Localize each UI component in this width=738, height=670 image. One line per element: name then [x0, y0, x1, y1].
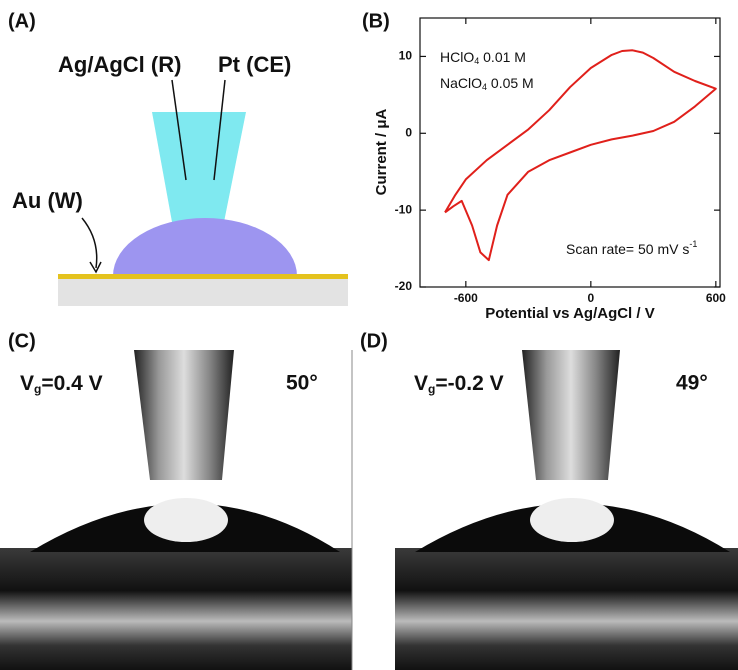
annotation: Scan rate= 50 mV s-1	[566, 239, 697, 256]
annotation: HClO4 0.01 M	[440, 49, 526, 67]
arrow	[82, 218, 97, 268]
photo	[0, 350, 352, 670]
panel-label: (C)	[8, 330, 36, 352]
electrode-label: Pt (CE)	[218, 52, 291, 77]
y-tick-label: -10	[395, 202, 413, 216]
electrolyte-cone	[152, 112, 246, 222]
panel-label: (B)	[362, 10, 390, 32]
y-tick-label: 10	[399, 49, 413, 63]
photo	[395, 350, 738, 670]
figure: (A) Ag/AgCl (R) Pt (CE) Au (W) (B) -600 0…	[0, 0, 738, 670]
contact-angle: 50°	[286, 372, 318, 395]
gate-voltage: Vg=-0.2 V	[414, 372, 504, 397]
panel-label: (D)	[360, 330, 388, 352]
droplet	[113, 218, 297, 276]
panel-label: (A)	[8, 10, 36, 32]
y-tick-label: -20	[395, 279, 413, 293]
electrode-label: Au (W)	[12, 188, 83, 213]
electrode-label: Ag/AgCl (R)	[58, 52, 181, 77]
contact-angle: 49°	[676, 372, 708, 395]
y-axis-title: Current / μA	[373, 108, 390, 195]
x-tick-label: -600	[454, 291, 478, 305]
y-tick-label: 0	[405, 125, 412, 139]
x-tick-label: 0	[587, 291, 594, 305]
x-axis-title: Potential vs Ag/AgCl / V	[485, 305, 654, 322]
annotation: NaClO4 0.05 M	[440, 75, 534, 93]
gold-film	[58, 274, 348, 279]
gate-voltage: Vg=0.4 V	[20, 372, 103, 397]
substrate	[58, 278, 348, 306]
x-tick-label: 600	[706, 291, 726, 305]
